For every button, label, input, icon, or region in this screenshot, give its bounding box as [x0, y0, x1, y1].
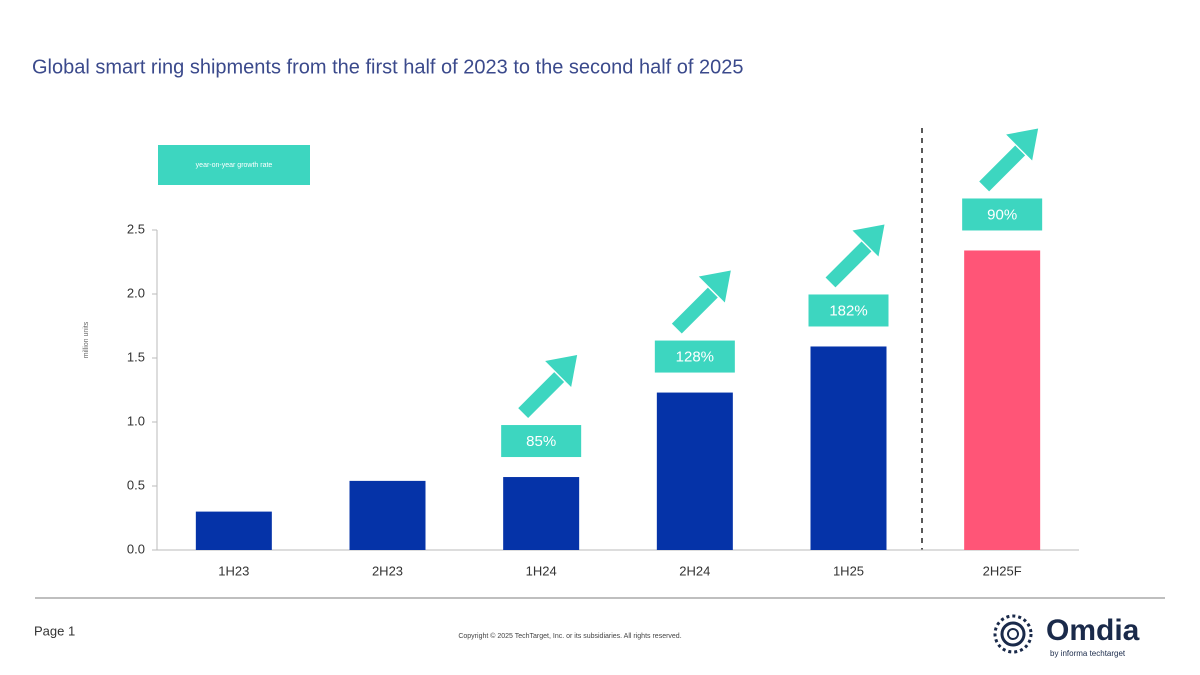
x-tick-label: 1H24 — [526, 563, 557, 578]
y-tick-label: 0.0 — [127, 541, 145, 556]
growth-box — [654, 340, 735, 373]
x-tick-label: 1H23 — [218, 563, 249, 578]
copyright: Copyright © 2025 TechTarget, Inc. or its… — [458, 632, 681, 640]
logo-ring — [1007, 628, 1019, 640]
growth-arrowhead — [1006, 128, 1039, 161]
brand: Omdia — [1046, 614, 1140, 647]
y-tick-label: 1.0 — [127, 413, 145, 428]
growth-arrow — [825, 241, 872, 288]
growth-label: 128% — [676, 349, 714, 366]
x-tick-label: 2H25F — [983, 563, 1022, 578]
growth-box — [962, 198, 1043, 231]
logo-ring — [993, 614, 1033, 654]
x-tick-label: 2H23 — [372, 563, 403, 578]
y-tick-label: 0.5 — [127, 477, 145, 492]
logo-ring — [1000, 621, 1026, 647]
bar — [810, 346, 887, 550]
growth-label: 90% — [987, 206, 1017, 223]
bar — [349, 480, 426, 550]
growth-arrow — [979, 145, 1026, 192]
y-tick-label: 2.0 — [127, 285, 145, 300]
growth-box — [808, 294, 889, 327]
bar — [503, 477, 580, 550]
y-tick-label: 1.5 — [127, 349, 145, 364]
growth-label: 85% — [526, 433, 556, 450]
y-axis-label: million units — [83, 321, 90, 358]
page-number: Page 1 — [34, 623, 75, 638]
chart-title: Global smart ring shipments from the fir… — [32, 56, 744, 78]
x-tick-label: 1H25 — [833, 563, 864, 578]
brand-sub: by informa techtarget — [1050, 649, 1126, 658]
legend-label: year-on-year growth rate — [196, 162, 273, 169]
growth-arrowhead — [545, 355, 578, 388]
growth-label: 182% — [829, 302, 867, 319]
growth-box — [501, 425, 582, 458]
bar — [964, 250, 1041, 551]
bar — [195, 511, 272, 550]
growth-arrow — [671, 287, 718, 334]
growth-arrowhead — [698, 270, 731, 303]
y-tick-label: 2.5 — [127, 221, 145, 236]
bar — [656, 392, 733, 550]
growth-arrow — [518, 372, 565, 418]
legend-swatch — [158, 145, 310, 185]
growth-arrowhead — [852, 224, 885, 257]
x-tick-label: 2H24 — [679, 563, 710, 578]
logo-mark — [993, 614, 1033, 654]
